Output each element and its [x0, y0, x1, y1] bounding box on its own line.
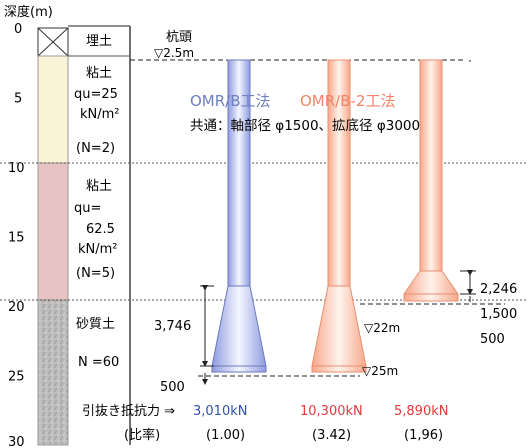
dim-right: 2,246 1,500 500 — [460, 60, 517, 347]
layer-clay1-line2: kN/m² — [80, 107, 120, 122]
ratio-value-b2-short: (1,96) — [404, 428, 443, 443]
depth-tick-label: 0 — [14, 22, 22, 37]
level-25m-label: ▽25m — [362, 364, 398, 378]
depth-tick-label: 25 — [8, 370, 25, 385]
soil-clay1-layer — [37, 55, 69, 164]
pullout-value-b: 3,010kN — [193, 404, 247, 419]
pullout-value-b2-short: 5,890kN — [394, 404, 448, 419]
pile-b2-short-bell — [403, 270, 459, 302]
pullout-value-b2-long: 10,300kN — [300, 404, 363, 419]
depth-ticks: 0 5 10 15 20 25 30 — [8, 22, 25, 448]
soil-clay2-layer — [37, 162, 69, 301]
depth-tick-label: 15 — [8, 231, 25, 246]
dim-bell-left: 3,746 — [154, 319, 191, 334]
pullout-label: 引抜き抵抗力 ⇒ — [82, 403, 175, 419]
ratio-value-b2-long: (3.42) — [312, 428, 351, 443]
dim-left: 3,746 500 — [154, 285, 214, 395]
layer-clay2-line3: kN/m² — [78, 242, 118, 257]
layer-clay2-n: (N=5) — [76, 266, 115, 281]
depth-tick-label: 10 — [8, 161, 25, 176]
layer-clay1-line1: qu=25 — [74, 87, 118, 102]
soil-sand-layer — [37, 299, 69, 446]
dim-right-mid: 1,500 — [480, 307, 517, 322]
layer-sand-label: 砂質土 — [76, 317, 115, 332]
pile-omr-b2-long — [311, 59, 367, 373]
layer-clay2-label: 粘土 — [86, 179, 112, 194]
pile-head-level: ▽2.5m — [154, 46, 194, 60]
method-b2-label: OMR/B-2工法 — [300, 92, 395, 110]
ratio-label: (比率) — [124, 427, 160, 443]
layer-clay1-label: 粘土 — [86, 66, 112, 81]
common-spec: 共通：軸部径 φ1500、拡底径 φ3000 — [190, 118, 420, 134]
dim-right-base: 500 — [480, 332, 505, 347]
depth-tick-label: 20 — [8, 300, 25, 315]
depth-tick-label: 30 — [8, 435, 25, 448]
layer-clay1-n: (N=2) — [76, 141, 115, 156]
depth-axis-title: 深度(m) — [4, 4, 53, 20]
pile-omr-b — [211, 59, 267, 373]
pile-head-label: 杭頭 — [166, 30, 192, 45]
dim-base-left: 500 — [160, 380, 185, 395]
layer-clay2-line2: 62.5 — [86, 222, 115, 237]
pile-b-bell — [211, 285, 267, 373]
pile-omr-b2-short — [403, 59, 459, 302]
soil-column — [37, 27, 69, 446]
depth-tick-label: 5 — [14, 92, 22, 107]
ratio-value-b: (1.00) — [206, 428, 245, 443]
pile-b2-short-shaft — [419, 59, 443, 272]
pile-b2-long-bell — [311, 285, 367, 373]
dim-right-top: 2,246 — [480, 282, 517, 297]
method-b-label: OMR/B工法 — [190, 92, 271, 110]
layer-fill-label: 埋土 — [86, 34, 112, 49]
level-22m-label: ▽22m — [364, 321, 400, 335]
layer-sand-line1: N =60 — [78, 355, 119, 370]
fill-cross-line — [37, 27, 69, 57]
layer-clay2-line1: qu= — [74, 201, 101, 216]
